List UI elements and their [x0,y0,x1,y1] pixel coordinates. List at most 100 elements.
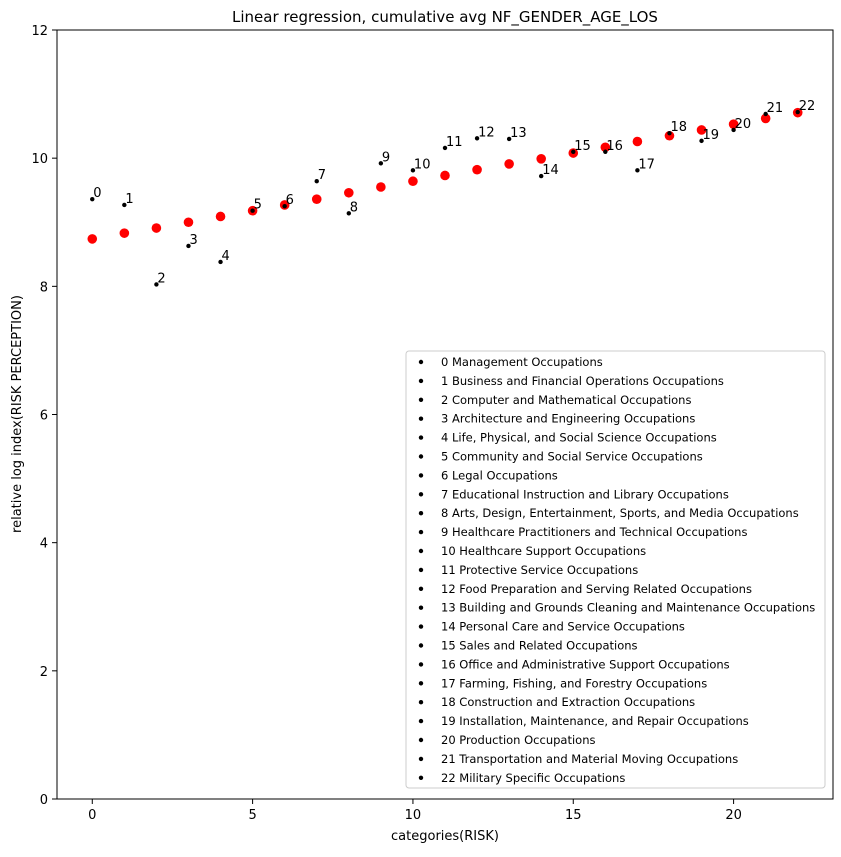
x-tick-label: 15 [565,808,582,823]
legend-marker [418,567,424,573]
legend-marker [418,643,424,648]
data-point [474,136,480,141]
legend-entry: 5 Community and Social Service Occupatio… [441,450,703,464]
legend-entry: 17 Farming, Fishing, and Forestry Occupa… [441,676,707,690]
legend-entry: 8 Arts, Design, Entertainment, Sports, a… [441,506,799,520]
data-point [122,202,127,208]
data-point [90,196,95,202]
legend-entry: 20 Production Occupations [441,733,595,747]
legend-marker [418,435,424,440]
legend-entry: 18 Construction and Extraction Occupatio… [441,695,695,709]
legend-entry: 21 Transportation and Material Moving Oc… [441,752,738,766]
data-point [635,168,640,173]
regression-point [664,130,675,141]
y-axis-label: relative log index(RISK PERCEPTION) [10,295,25,533]
x-tick-label: 20 [725,808,742,823]
point-label: 13 [510,126,527,141]
legend-marker [418,397,424,402]
regression-point [151,223,162,233]
legend-marker [418,605,424,610]
legend-marker [418,454,424,459]
regression-point [119,228,130,238]
data-point [410,168,416,173]
legend-entry: 0 Management Occupations [441,355,603,369]
data-point [603,149,608,154]
legend-marker [418,662,424,667]
regression-point [311,194,322,204]
data-point [442,145,448,151]
legend-entry: 11 Protective Service Occupations [441,563,638,577]
legend-entry: 1 Business and Financial Operations Occu… [441,374,724,388]
x-tick-label: 0 [88,808,96,823]
point-label: 4 [222,249,230,264]
data-point [346,211,352,216]
legend-entry: 14 Personal Care and Service Occupations [441,620,685,634]
data-point [763,111,768,117]
legend-marker [418,700,424,705]
y-tick-label: 6 [40,409,48,424]
point-label: 7 [318,168,326,183]
legend-marker [418,529,424,535]
data-point [506,136,512,142]
point-label: 14 [542,163,559,178]
legend-marker [418,378,424,384]
point-label: 20 [735,117,752,132]
legend-marker [418,756,424,762]
regression-point [504,159,514,169]
data-point [378,161,384,166]
legend-marker [418,359,424,365]
legend-marker [418,416,424,421]
x-tick-label: 5 [248,808,256,823]
legend-marker [418,586,424,591]
point-label: 0 [93,186,101,201]
point-label: 17 [638,157,655,172]
point-label: 1 [125,192,133,207]
point-label: 22 [799,99,816,114]
data-point [538,173,544,179]
data-point [218,259,223,265]
legend-entry: 3 Architecture and Engineering Occupatio… [441,412,695,426]
regression-point [87,234,98,244]
legend-marker [418,548,424,554]
regression-point [215,211,226,222]
regression-point [472,164,482,175]
point-label: 3 [189,233,197,248]
data-point [186,243,191,249]
legend-marker [418,718,424,724]
legend: 0 Management Occupations 1 Business and F… [405,350,826,789]
legend-marker [418,737,424,743]
point-label: 21 [767,101,784,116]
x-axis-label: categories(RISK) [391,829,499,844]
point-label: 2 [157,271,165,286]
legend-entry: 4 Life, Physical, and Social Science Occ… [441,431,717,445]
legend-marker [418,775,424,780]
x-tick-label: 10 [405,808,422,823]
regression-point [760,113,771,124]
point-label: 19 [703,128,720,143]
legend-entry: 12 Food Preparation and Serving Related … [441,582,752,596]
legend-entry: 10 Healthcare Support Occupations [441,544,646,558]
point-label: 18 [670,120,687,135]
legend-entry: 19 Installation, Maintenance, and Repair… [441,714,749,728]
legend-marker [418,624,424,629]
point-label: 11 [446,135,463,150]
legend-entry: 2 Computer and Mathematical Occupations [441,393,691,407]
y-tick-label: 8 [40,280,48,295]
point-label: 6 [286,193,294,208]
point-label: 9 [382,150,390,165]
y-tick-label: 4 [40,537,48,552]
data-point [154,282,159,287]
data-point [314,179,319,184]
data-point [699,138,704,144]
legend-entry: 13 Building and Grounds Cleaning and Mai… [441,601,815,615]
data-point [282,204,287,209]
legend-entry: 15 Sales and Related Occupations [441,639,638,653]
regression-point [408,176,418,187]
data-point [795,109,800,115]
regression-point [600,142,611,153]
data-point [667,130,672,136]
legend-marker [418,511,424,516]
